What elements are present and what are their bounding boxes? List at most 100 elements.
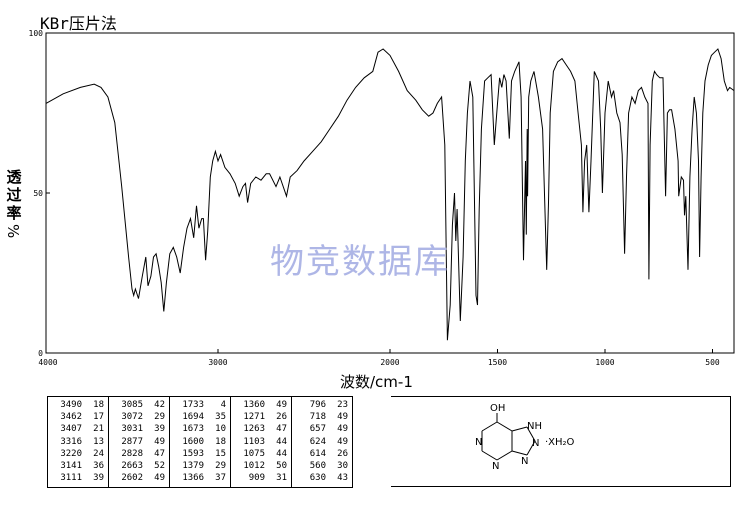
peak-transmittance: 49	[337, 436, 348, 447]
peak-wavenumber: 1075	[243, 448, 265, 459]
peak-wavenumber: 718	[309, 412, 326, 423]
peak-entry: 1379 29	[174, 460, 226, 472]
peak-transmittance: 52	[154, 460, 165, 471]
peak-entry: 796 23	[296, 399, 348, 411]
peak-transmittance: 29	[154, 412, 165, 423]
peak-wavenumber: 1379	[182, 460, 204, 471]
y-tick-label: 100	[29, 29, 44, 38]
peak-wavenumber: 1733	[182, 400, 204, 410]
x-tick-label: 1000	[595, 358, 614, 367]
peak-transmittance: 47	[276, 424, 287, 435]
peak-table-column: 796 23 718 49 657 49 624 49 614 26 560 30 630 43	[291, 396, 353, 488]
peak-entry: 3407 21	[52, 423, 104, 435]
peak-wavenumber: 1263	[243, 424, 265, 435]
y-axis-label-char: 透	[6, 168, 22, 186]
peak-wavenumber: 796	[309, 400, 326, 410]
peak-wavenumber: 560	[309, 460, 326, 471]
peak-wavenumber: 1103	[243, 436, 265, 447]
peak-transmittance: 49	[337, 424, 348, 435]
peak-entry: 3111 39	[52, 472, 104, 484]
peak-transmittance: 42	[154, 400, 165, 410]
peak-entry: 2602 49	[113, 472, 165, 484]
peak-transmittance: 26	[337, 448, 348, 459]
atom-label-oh: OH	[490, 403, 505, 414]
structure-panel: OH NH N N N N ·XH₂O	[391, 396, 731, 487]
peak-wavenumber: 3316	[60, 436, 82, 447]
peak-wavenumber: 3220	[60, 448, 82, 459]
peak-entry: 3031 39	[113, 423, 165, 435]
atom-label-n: N	[492, 461, 499, 472]
peak-table-row: 3490 18 3462 17 3407 21 3316 13 3220 24 3141 36 3111…	[47, 396, 353, 488]
peak-entry: 560 30	[296, 460, 348, 472]
x-tick-label: 4000	[38, 358, 57, 367]
peak-wavenumber: 3111	[60, 473, 82, 484]
axis-ticks: 4000 3000 2000 1500 1000 500 0 50 100	[29, 29, 720, 367]
peak-entry: 1673 10	[174, 423, 226, 435]
peak-transmittance: 17	[93, 412, 104, 423]
peak-table-column: 1733 4 1694 35 1673 10 1600 18 1593 15 1379 29 1366 3…	[169, 396, 231, 488]
peak-transmittance: 15	[215, 448, 226, 459]
peak-entry: 3316 13	[52, 436, 104, 448]
x-tick-label: 2000	[380, 358, 399, 367]
ir-spectrum-chart: 4000 3000 2000 1500 1000 500 0 50 100	[29, 29, 735, 367]
y-axis-unit: %	[4, 224, 22, 239]
peak-transmittance: 49	[154, 473, 165, 484]
peak-entry: 2828 47	[113, 448, 165, 460]
peak-wavenumber: 1366	[182, 473, 204, 484]
peak-wavenumber: 630	[309, 473, 326, 484]
peak-entry: 624 49	[296, 436, 348, 448]
peak-wavenumber: 657	[309, 424, 326, 435]
peak-wavenumber: 3141	[60, 460, 82, 471]
peak-wavenumber: 1673	[182, 424, 204, 435]
peak-transmittance: 47	[154, 448, 165, 459]
peak-transmittance: 18	[93, 400, 104, 410]
peak-wavenumber: 1271	[243, 412, 265, 423]
y-axis-label: 透 过 率 %	[4, 168, 24, 238]
peak-entry: 1075 44	[235, 448, 287, 460]
peak-wavenumber: 1593	[182, 448, 204, 459]
y-tick-label: 50	[33, 189, 43, 198]
peak-transmittance: 49	[276, 400, 287, 410]
peak-wavenumber: 1694	[182, 412, 204, 423]
peak-entry: 1366 37	[174, 472, 226, 484]
peak-transmittance: 21	[93, 424, 104, 435]
peak-wavenumber: 3462	[60, 412, 82, 423]
x-tick-label: 1500	[488, 358, 507, 367]
atom-label-n: N	[475, 437, 482, 448]
peak-wavenumber: 2663	[121, 460, 143, 471]
peak-transmittance: 26	[276, 412, 287, 423]
peak-entry: 1263 47	[235, 423, 287, 435]
peak-entry: 3085 42	[113, 399, 165, 411]
peak-transmittance: 23	[337, 400, 348, 410]
peak-wavenumber: 1360	[243, 400, 265, 410]
peak-transmittance: 10	[215, 424, 226, 435]
peak-entry: 909 31	[235, 472, 287, 484]
peak-table-column: 1360 49 1271 26 1263 47 1103 44 1075 44 1012 50 909 3…	[230, 396, 292, 488]
spectrum-series-line	[45, 48, 735, 341]
peak-wavenumber: 2602	[121, 473, 143, 484]
peak-transmittance: 18	[215, 436, 226, 447]
page-title: KBr压片法	[40, 14, 117, 33]
peak-wavenumber: 3490	[60, 400, 82, 410]
peak-entry: 2877 49	[113, 436, 165, 448]
watermark: 物竞数据库	[270, 242, 450, 282]
peak-wavenumber: 2877	[121, 436, 143, 447]
peak-transmittance: 50	[276, 460, 287, 471]
molecule-structure: OH NH N N N N ·XH₂O	[475, 403, 575, 472]
peak-entry: 1593 15	[174, 448, 226, 460]
peak-table: 3490 18 3462 17 3407 21 3316 13 3220 24 3141 36 3111…	[47, 396, 353, 488]
peak-wavenumber: 3085	[121, 400, 143, 410]
peak-transmittance: 35	[215, 412, 226, 423]
peak-entry: 1360 49	[235, 399, 287, 411]
y-axis-label-char: 率	[6, 204, 22, 222]
peak-entry: 1271 26	[235, 411, 287, 423]
peak-entry: 3490 18	[52, 399, 104, 411]
peak-wavenumber: 1600	[182, 436, 204, 447]
peak-transmittance: 49	[154, 436, 165, 447]
peak-wavenumber: 614	[309, 448, 326, 459]
peak-wavenumber: 2828	[121, 448, 143, 459]
peak-transmittance: 44	[276, 436, 287, 447]
peak-transmittance: 37	[215, 473, 226, 484]
peak-transmittance: 36	[93, 460, 104, 471]
plot-frame	[45, 32, 735, 354]
